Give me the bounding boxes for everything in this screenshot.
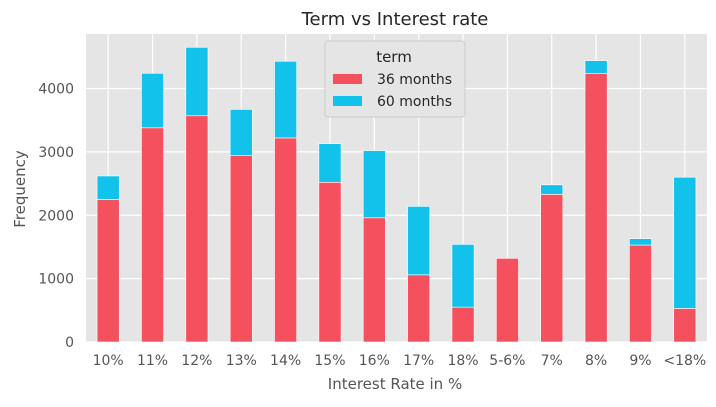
bar-36-months-7 — [407, 274, 431, 343]
bar-36-months-8 — [451, 306, 475, 343]
bar-36-months-6 — [362, 217, 386, 343]
bar-60-months-1 — [141, 72, 164, 129]
bar-36-months-2 — [185, 115, 209, 343]
legend-title: term — [376, 48, 412, 66]
x-tick-label: 15% — [314, 353, 345, 369]
legend-swatch-60-months — [333, 96, 362, 106]
bar-60-months-11 — [584, 60, 608, 74]
bar-60-months-0 — [96, 175, 120, 200]
bar-60-months-4 — [274, 60, 297, 139]
bar-60-months-6 — [362, 150, 386, 219]
bar-60-months-7 — [407, 206, 431, 276]
y-tick-labels: 0 1000 2000 3000 4000 — [38, 82, 74, 351]
y-tick-label: 3000 — [38, 145, 74, 161]
bar-36-months-1 — [141, 127, 164, 343]
bar-36-months-3 — [229, 155, 253, 343]
x-tick-label: 13% — [226, 353, 257, 369]
x-tick-label: 12% — [181, 353, 212, 369]
bars — [96, 47, 697, 343]
bar-36-months-10 — [540, 194, 564, 343]
x-axis-label: Interest Rate in % — [328, 375, 462, 393]
legend-label-60-months: 60 months — [377, 94, 452, 110]
bar-60-months-8 — [451, 244, 475, 308]
x-tick-label: 10% — [93, 353, 124, 369]
x-tick-label: 16% — [359, 353, 390, 369]
bar-36-months-0 — [96, 199, 120, 343]
x-tick-label: 11% — [137, 353, 168, 369]
bar-60-months-5 — [318, 143, 342, 183]
bar-60-months-2 — [185, 47, 209, 117]
y-axis-label: Frequency — [11, 150, 29, 228]
x-tick-label: 5-6% — [489, 353, 525, 369]
bar-36-months-5 — [318, 181, 342, 343]
chart-title: Term vs Interest rate — [301, 9, 489, 30]
bar-60-months-13 — [673, 176, 697, 309]
y-tick-label: 1000 — [38, 272, 74, 288]
x-tick-label: <18% — [663, 353, 706, 369]
bar-36-months-9 — [496, 258, 519, 343]
y-tick-label: 4000 — [38, 82, 74, 98]
bar-60-months-3 — [229, 109, 253, 156]
y-tick-label: 2000 — [38, 208, 74, 224]
bar-36-months-13 — [673, 308, 697, 343]
x-tick-label: 18% — [447, 353, 478, 369]
legend-label-36-months: 36 months — [377, 72, 452, 88]
bar-36-months-11 — [584, 72, 608, 343]
x-tick-label: 9% — [629, 353, 651, 369]
bar-60-months-10 — [540, 184, 564, 195]
bar-60-months-12 — [629, 238, 652, 246]
x-tick-labels: 10% 11% 12% 13% 14% 15% 16% 17% 18% 5-6% 7% 8% 9% <18… — [93, 353, 707, 369]
x-tick-label: 7% — [541, 353, 563, 369]
y-tick-label: 0 — [65, 335, 74, 351]
bar-36-months-12 — [629, 244, 652, 343]
legend-swatch-36-months — [333, 74, 362, 84]
x-tick-label: 14% — [270, 353, 301, 369]
bar-36-months-4 — [274, 137, 297, 343]
x-tick-label: 8% — [585, 353, 607, 369]
x-tick-label: 17% — [403, 353, 434, 369]
legend: term 36 months 60 months — [324, 40, 466, 118]
